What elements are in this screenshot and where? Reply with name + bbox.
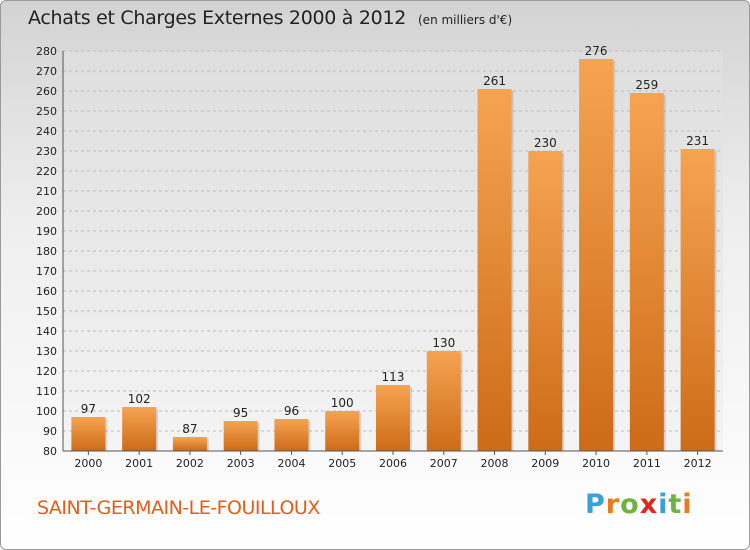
x-tick-label: 2000 [74,457,102,470]
y-tick-label: 210 [36,185,57,198]
bar-2007 [426,351,461,451]
bar-value-label: 102 [128,392,151,406]
x-tick-label: 2002 [176,457,204,470]
y-tick-label: 180 [36,245,57,258]
bar-value-label: 100 [331,396,354,410]
bar-value-label: 113 [382,370,405,384]
axes: 8090100110120130140150160170180190200210… [36,45,723,470]
y-tick-label: 220 [36,165,57,178]
bar-2012 [680,149,715,451]
bar-2000 [71,417,106,451]
bar-value-label: 259 [635,78,658,92]
x-tick-label: 2007 [430,457,458,470]
x-tick-label: 2006 [379,457,407,470]
bar-2008 [477,89,512,451]
x-tick-label: 2005 [328,457,356,470]
bar-2001 [122,407,157,451]
bar-2003 [223,421,258,451]
y-tick-label: 150 [36,305,57,318]
y-tick-label: 140 [36,325,57,338]
y-tick-label: 100 [36,405,57,418]
logo-letter: x [639,489,659,520]
x-tick-label: 2003 [227,457,255,470]
y-tick-label: 280 [36,45,57,58]
y-tick-label: 160 [36,285,57,298]
logo-letter: i [682,489,693,520]
logo-letter: t [668,489,683,520]
x-tick-label: 2012 [684,457,712,470]
chart-title: Achats et Charges Externes 2000 à 2012 [28,7,407,29]
bar-value-label: 97 [81,402,96,416]
bar-2002 [172,437,207,451]
bar-value-label: 276 [585,44,608,58]
y-tick-label: 120 [36,365,57,378]
logo-letter: P [585,489,606,520]
y-tick-label: 250 [36,105,57,118]
bar-2011 [629,93,664,451]
bars: 97 102 87 95 96 100 113 130 261 230 276 259 231 [71,44,717,451]
bar-value-label: 95 [233,406,248,420]
x-tick-label: 2001 [125,457,153,470]
bar-value-label: 87 [182,422,197,436]
x-tick-label: 2009 [531,457,559,470]
bar-value-label: 261 [483,74,506,88]
y-tick-label: 130 [36,345,57,358]
commune-name: SAINT-GERMAIN-LE-FOUILLOUX [37,497,320,519]
chart-unit: (en milliers d'€) [418,13,513,27]
bar-value-label: 230 [534,136,557,150]
x-tick-label: 2004 [277,457,305,470]
x-tick-label: 2011 [633,457,661,470]
bar-2009 [528,151,563,451]
bar-2006 [376,385,410,451]
y-tick-label: 230 [36,145,57,158]
logo-letter: o [620,489,640,520]
bar-value-label: 96 [284,404,299,418]
logo-letter: i [658,489,669,520]
y-tick-label: 200 [36,205,57,218]
bar-2004 [274,419,309,451]
logo-letter: r [605,489,621,520]
bar-value-label: 231 [686,134,709,148]
y-tick-label: 190 [36,225,57,238]
y-tick-label: 260 [36,85,57,98]
y-tick-label: 170 [36,265,57,278]
y-tick-label: 110 [36,385,57,398]
y-tick-label: 240 [36,125,57,138]
x-tick-label: 2010 [582,457,610,470]
proxiti-logo: Proxiti [585,489,693,520]
bar-value-label: 130 [432,336,455,350]
y-tick-label: 270 [36,65,57,78]
y-tick-label: 80 [43,445,57,458]
x-tick-label: 2008 [481,457,509,470]
y-tick-label: 90 [43,425,57,438]
bar-2005 [325,411,360,451]
bar-2010 [579,59,614,451]
